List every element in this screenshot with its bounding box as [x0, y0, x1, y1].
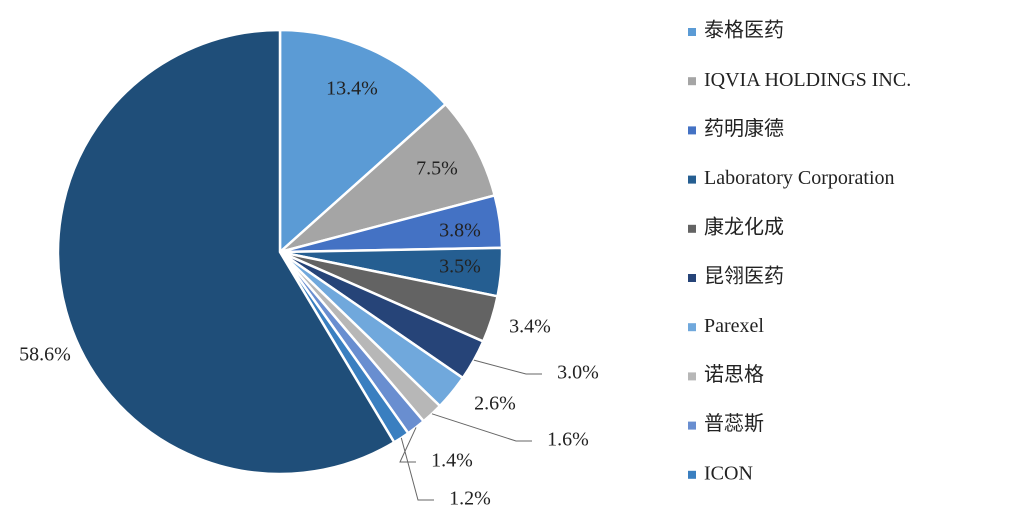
- legend-label: 药明康德: [704, 117, 784, 140]
- data-label: 1.2%: [449, 488, 491, 510]
- legend-label: 康龙化成: [704, 215, 784, 238]
- legend-swatch: [688, 421, 696, 430]
- legend-label: Laboratory Corporation: [704, 167, 895, 189]
- legend-label: 普蕊斯: [704, 412, 764, 435]
- legend-swatch: [688, 372, 696, 381]
- data-label: 3.8%: [439, 220, 481, 242]
- legend-swatch: [688, 77, 696, 86]
- data-label: 1.6%: [547, 429, 589, 451]
- legend-swatch: [688, 224, 696, 233]
- data-label: 58.6%: [19, 344, 71, 366]
- data-label: 3.4%: [509, 316, 551, 338]
- legend-swatch: [688, 175, 696, 184]
- legend-swatch: [688, 28, 696, 36]
- legend-label: 昆翎医药: [704, 265, 784, 288]
- legend-label: 泰格医药: [704, 19, 784, 42]
- legend-swatch: [688, 470, 696, 479]
- pie-slice: [56, 28, 396, 476]
- leader-line: [473, 359, 542, 375]
- pie-slice: [278, 28, 448, 255]
- data-label: 2.6%: [474, 393, 516, 415]
- leader-line: [399, 427, 417, 463]
- leader-line: [400, 437, 434, 501]
- legend-label: IQVIA HOLDINGS INC.: [704, 69, 911, 91]
- legend-swatch: [688, 274, 696, 282]
- pie-slice: [279, 102, 497, 254]
- data-label: 1.4%: [431, 450, 473, 472]
- legend-swatch: [688, 323, 696, 332]
- legend-swatch: [688, 126, 696, 135]
- legend-label: Parexel: [704, 315, 764, 337]
- legend-label: ICON: [704, 462, 753, 484]
- leader-line: [431, 413, 532, 442]
- data-label: 3.0%: [557, 362, 599, 384]
- data-label: 7.5%: [416, 158, 458, 180]
- data-label: 13.4%: [326, 78, 378, 100]
- legend-label: 诺思格: [704, 363, 764, 386]
- data-label: 3.5%: [439, 256, 481, 278]
